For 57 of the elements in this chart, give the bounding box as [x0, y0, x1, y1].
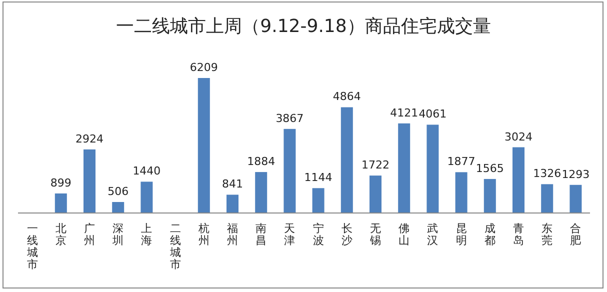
data-label: 1884	[247, 155, 276, 168]
data-label: 2924	[76, 132, 104, 146]
data-label: 506	[108, 185, 129, 198]
bar	[198, 78, 210, 213]
bar	[255, 172, 268, 213]
bar	[226, 194, 238, 213]
x-tick-label: 南昌	[256, 222, 267, 247]
data-label: 4121	[390, 106, 418, 120]
bar	[284, 128, 296, 213]
bar	[312, 188, 324, 213]
x-tick-label: 合肥	[570, 222, 582, 247]
bar	[340, 107, 353, 213]
x-tick-label: 二线城市	[168, 222, 181, 271]
x-tick-label: 深圳	[112, 222, 124, 247]
x-tick-label: 长沙	[341, 222, 352, 247]
x-tick-label: 杭州	[197, 222, 210, 247]
data-label: 899	[50, 176, 72, 190]
x-tick-label: 广州	[84, 222, 95, 247]
data-label: 1722	[362, 158, 390, 172]
x-tick-label: 东莞	[542, 222, 553, 247]
bar	[398, 123, 410, 213]
x-tick-label: 无锡	[369, 222, 381, 247]
bar	[112, 202, 124, 213]
data-label: 841	[222, 178, 243, 191]
data-label: 1877	[447, 155, 476, 168]
data-label: 1440	[132, 164, 161, 178]
x-tick-label: 武汉	[427, 222, 438, 247]
x-tick-label: 天津	[284, 222, 296, 247]
bar	[140, 182, 153, 213]
x-tick-label: 成都	[484, 222, 496, 247]
bar	[426, 124, 439, 213]
x-tick-label: 北京	[55, 222, 66, 247]
data-label: 1144	[304, 171, 332, 184]
x-tick-label: 昆明	[456, 222, 467, 247]
data-label: 4061	[418, 108, 447, 121]
data-label: 6209	[190, 61, 218, 74]
data-label: 3024	[504, 130, 532, 144]
chart-title: 一二线城市上周（9.12-9.18）商品住宅成交量	[116, 16, 491, 37]
x-tick-label: 上海	[141, 222, 152, 247]
bar	[455, 172, 468, 213]
bar	[570, 184, 582, 213]
bar	[54, 193, 67, 213]
data-label: 3867	[276, 112, 304, 125]
x-tick-label: 青岛	[513, 222, 524, 247]
x-tick-label: 佛山	[398, 222, 410, 247]
bar	[484, 178, 496, 213]
x-tick-label: 宁波	[312, 222, 324, 247]
x-tick-label: 一线城市	[26, 222, 38, 271]
data-label: 1293	[562, 168, 590, 181]
bar	[541, 184, 554, 213]
bar	[84, 149, 96, 213]
data-label: 1565	[476, 162, 504, 175]
data-label: 1326	[533, 167, 562, 180]
x-tick-label: 福州	[227, 222, 238, 247]
bar	[370, 176, 382, 213]
bar	[512, 147, 524, 213]
data-label: 4864	[332, 90, 361, 104]
